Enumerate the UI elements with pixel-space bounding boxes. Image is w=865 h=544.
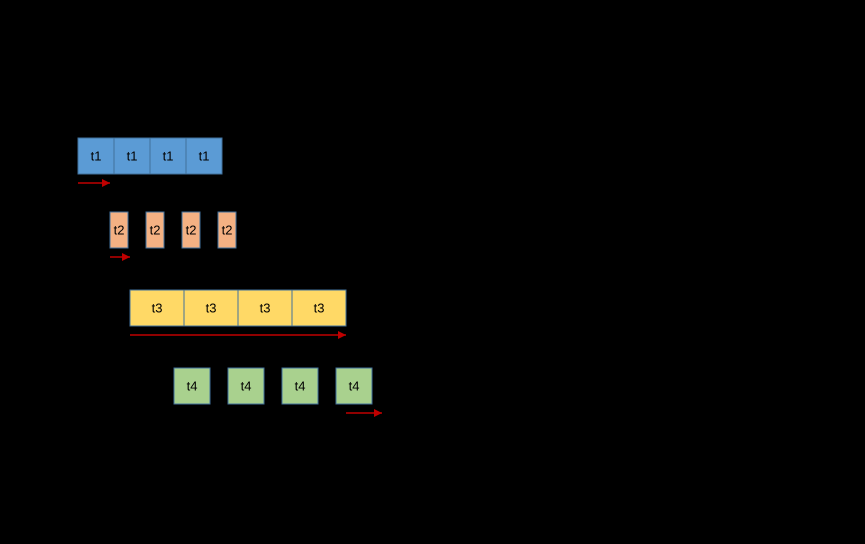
row-t1-label-0: t1 bbox=[91, 149, 102, 164]
row-t4-label-2: t4 bbox=[295, 379, 306, 394]
row-t2-label-2: t2 bbox=[186, 223, 197, 238]
row-t1-label-3: t1 bbox=[199, 149, 210, 164]
background bbox=[0, 0, 865, 544]
row-t3-label-1: t3 bbox=[206, 301, 217, 316]
row-t2-label-3: t2 bbox=[222, 223, 233, 238]
row-t3-label-0: t3 bbox=[152, 301, 163, 316]
row-t1-label-2: t1 bbox=[163, 149, 174, 164]
scheduling-diagram: t1 t1 t1 t1 t2 t2 t2 t2 t3 t3 t3 t3 t4 t4 t4 t4 bbox=[0, 0, 865, 544]
row-t1-label-1: t1 bbox=[127, 149, 138, 164]
row-t2-label-1: t2 bbox=[150, 223, 161, 238]
row-t4-label-3: t4 bbox=[349, 379, 360, 394]
row-t2-label-0: t2 bbox=[114, 223, 125, 238]
row-t4-label-0: t4 bbox=[187, 379, 198, 394]
row-t3-label-2: t3 bbox=[260, 301, 271, 316]
row-t4-label-1: t4 bbox=[241, 379, 252, 394]
row-t3-label-3: t3 bbox=[314, 301, 325, 316]
